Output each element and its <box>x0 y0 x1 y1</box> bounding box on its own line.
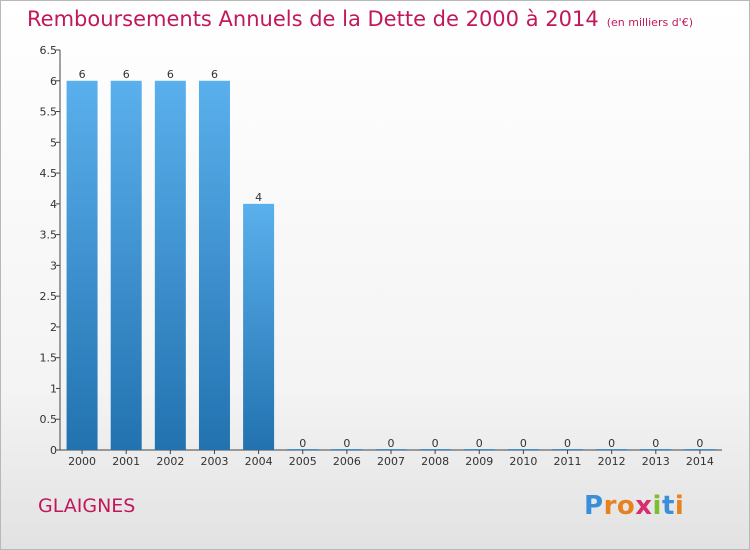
bar <box>243 203 275 450</box>
x-tick-label: 2000 <box>68 455 96 468</box>
x-tick-label: 2009 <box>465 455 493 468</box>
x-tick-label: 2013 <box>642 455 670 468</box>
data-label: 6 <box>211 68 218 81</box>
data-label: 0 <box>608 437 615 450</box>
y-tick-label: 1 <box>50 382 57 395</box>
logo-letter: r <box>603 491 617 521</box>
y-tick-label: 0 <box>50 444 57 457</box>
y-tick-label: 4.5 <box>40 167 58 180</box>
y-tick-label: 4 <box>50 198 57 211</box>
logo-letter: t <box>661 491 675 521</box>
x-tick-label: 2014 <box>686 455 714 468</box>
chart-title: Remboursements Annuels de la Dette de 20… <box>27 7 599 31</box>
y-tick-label: 1.5 <box>40 352 58 365</box>
y-tick-label: 6 <box>50 75 57 88</box>
x-tick-label: 2012 <box>598 455 626 468</box>
x-tick-label: 2006 <box>333 455 361 468</box>
chart-subtitle: (en milliers d'€) <box>606 16 693 29</box>
bar <box>331 449 363 450</box>
bar <box>375 449 407 450</box>
data-label: 0 <box>343 437 350 450</box>
logo-letter: P <box>584 491 604 521</box>
bar <box>198 80 230 451</box>
y-tick-label: 5 <box>50 136 57 149</box>
bar <box>507 449 539 450</box>
y-tick-label: 6.5 <box>40 44 58 57</box>
bar <box>463 449 495 450</box>
data-label: 6 <box>167 68 174 81</box>
bar <box>154 80 186 451</box>
y-tick-label: 2 <box>50 321 57 334</box>
data-label: 0 <box>476 437 483 450</box>
bar <box>110 80 142 451</box>
data-label: 0 <box>432 437 439 450</box>
commune-name: GLAIGNES <box>38 495 136 517</box>
logo-letter: i <box>652 491 662 521</box>
bar <box>684 449 716 450</box>
data-label: 4 <box>255 191 262 204</box>
x-tick-label: 2010 <box>509 455 537 468</box>
y-tick-label: 2.5 <box>40 290 58 303</box>
x-tick-label: 2003 <box>200 455 228 468</box>
x-tick-label: 2002 <box>156 455 184 468</box>
bar <box>552 449 584 450</box>
data-label: 6 <box>123 68 130 81</box>
data-label: 0 <box>652 437 659 450</box>
bar <box>419 449 451 450</box>
data-label: 0 <box>388 437 395 450</box>
logo-letter: i <box>674 491 685 521</box>
x-tick-label: 2007 <box>377 455 405 468</box>
bar <box>640 449 672 450</box>
data-label: 6 <box>79 68 86 81</box>
y-tick-label: 0.5 <box>40 413 58 426</box>
data-label: 0 <box>564 437 571 450</box>
y-tick-label: 3.5 <box>40 229 58 242</box>
data-label: 0 <box>520 437 527 450</box>
x-tick-label: 2004 <box>245 455 273 468</box>
proxiti-logo: Proxiti <box>584 491 684 521</box>
x-tick-label: 2001 <box>112 455 140 468</box>
x-tick-label: 2005 <box>289 455 317 468</box>
data-label: 0 <box>696 437 703 450</box>
x-tick-label: 2011 <box>554 455 582 468</box>
y-tick-label: 5.5 <box>40 106 58 119</box>
bar <box>287 449 319 450</box>
data-label: 0 <box>299 437 306 450</box>
logo-letter: x <box>635 491 653 521</box>
y-tick-label: 3 <box>50 259 57 272</box>
bar <box>66 80 98 451</box>
x-tick-label: 2008 <box>421 455 449 468</box>
logo-letter: o <box>616 491 636 521</box>
chart-title-block: Remboursements Annuels de la Dette de 20… <box>27 7 693 31</box>
bar <box>596 449 628 450</box>
